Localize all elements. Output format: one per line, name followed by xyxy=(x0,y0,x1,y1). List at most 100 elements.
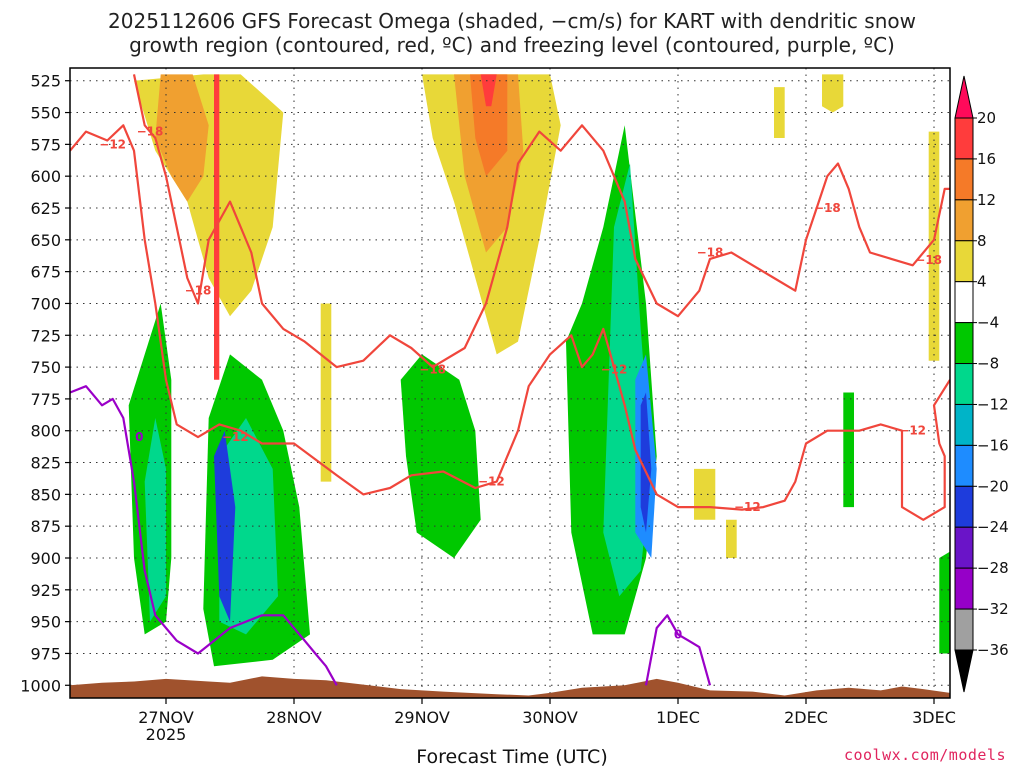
omega-upward-region xyxy=(843,392,854,508)
contour-label: −12 xyxy=(734,500,761,514)
contour-label: −12 xyxy=(601,363,628,377)
y-tick-label: 650 xyxy=(30,231,61,250)
y-tick-label: 625 xyxy=(30,199,61,218)
y-tick-label: 575 xyxy=(30,135,61,154)
contour-label: −18 xyxy=(814,201,841,215)
y-tick-label: 725 xyxy=(30,326,61,345)
omega-downward-region xyxy=(928,131,940,361)
freezing-level-0-late-contour xyxy=(644,614,712,686)
contour-label: −18 xyxy=(697,246,724,260)
colorbar-label: 12 xyxy=(977,191,996,209)
y-tick-label: 925 xyxy=(30,581,61,600)
contour-label: 0 xyxy=(135,430,143,444)
omega-downward-region xyxy=(155,74,209,202)
x-tick-label: 3DEC xyxy=(912,708,956,727)
omega-upward-region xyxy=(144,418,166,622)
colorbar-label: −28 xyxy=(977,559,1009,577)
colorbar-label: −8 xyxy=(977,355,999,373)
y-tick-label: 675 xyxy=(30,263,61,282)
contour-label: 0 xyxy=(674,627,682,641)
contour-label: −12 xyxy=(899,424,926,438)
y-tick-label: 950 xyxy=(30,613,61,632)
x-tick-label: 1DEC xyxy=(656,708,700,727)
colorbar-swatch xyxy=(954,117,974,160)
y-tick-label: 550 xyxy=(30,104,61,123)
omega-downward-region xyxy=(726,519,737,558)
colorbar-label: 16 xyxy=(977,150,996,168)
contour-label: −18 xyxy=(137,125,164,139)
omega-downward-region xyxy=(480,74,497,107)
colorbar-label: −36 xyxy=(977,641,1009,659)
x-tick-year-label: 2025 xyxy=(146,725,187,744)
contour-label: −18 xyxy=(185,284,212,298)
colorbar-swatch xyxy=(954,199,974,242)
y-tick-label: 875 xyxy=(30,517,61,536)
omega-upward-region xyxy=(939,551,950,654)
freezing-level-0-contour xyxy=(70,385,338,686)
plot-frame xyxy=(69,67,951,699)
omega-upward-region xyxy=(219,418,278,635)
x-axis-title: Forecast Time (UTC) xyxy=(416,746,608,768)
colorbar-label: 4 xyxy=(977,273,987,291)
x-tick-label: 2DEC xyxy=(784,708,828,727)
y-tick-label: 1000 xyxy=(20,676,61,695)
x-tick-label: 27NOV xyxy=(138,708,194,727)
contour-label: −18 xyxy=(915,253,942,267)
x-tick-label: 28NOV xyxy=(266,708,322,727)
y-tick-label: 775 xyxy=(30,390,61,409)
y-tick-label: 975 xyxy=(30,644,61,663)
omega-upward-region xyxy=(214,430,236,622)
omega-downward-region xyxy=(470,74,508,177)
colorbar-swatch xyxy=(954,403,974,446)
colorbar-label: 20 xyxy=(977,109,996,127)
colorbar-swatch xyxy=(954,158,974,201)
colorbar-label: −20 xyxy=(977,477,1009,495)
colorbar-top-arrow xyxy=(954,75,974,119)
colorbar-swatch xyxy=(954,363,974,405)
colorbar-label: −16 xyxy=(977,436,1009,454)
x-tick-label: 29NOV xyxy=(394,708,450,727)
colorbar-swatch xyxy=(954,567,974,610)
y-tick-label: 600 xyxy=(30,167,61,186)
colorbar-swatch xyxy=(954,240,974,283)
omega-upward-region xyxy=(640,392,652,533)
dgz-minus-18-contour xyxy=(132,74,950,369)
dgz-minus-12-contour xyxy=(70,124,950,521)
axis-layer: 525 550 575 600 625 650 675 700 725 750 775 800 825 8… xyxy=(20,67,956,744)
colorbar-swatch xyxy=(954,444,974,487)
omega-upward-region xyxy=(400,354,481,558)
y-tick-label: 825 xyxy=(30,454,61,473)
colorbar-swatch xyxy=(954,281,974,324)
colorbar-swatch xyxy=(954,322,974,365)
colorbar-swatch xyxy=(954,526,974,569)
colorbar-label: −4 xyxy=(977,314,999,332)
site-credit: coolwx.com/models xyxy=(843,746,1006,764)
y-tick-label: 900 xyxy=(30,549,61,568)
colorbar-label: −12 xyxy=(977,395,1009,413)
chart-title-line-2: growth region (contoured, red, ºC) and f… xyxy=(129,33,895,57)
colorbar-swatch xyxy=(954,485,974,528)
contour-label: −12 xyxy=(99,137,126,151)
y-tick-label: 525 xyxy=(30,72,61,91)
terrain-surface xyxy=(70,676,950,698)
y-tick-label: 850 xyxy=(30,485,61,504)
chart-title-line-1: 2025112606 GFS Forecast Omega (shaded, −… xyxy=(108,9,916,33)
y-tick-label: 700 xyxy=(30,294,61,313)
colorbar-swatch xyxy=(954,608,974,651)
colorbar-bottom-arrow xyxy=(954,649,974,693)
contour-layer: −12 −18 −18 −12 −18 −12 −12 −18 −12 −18 −12 −18 0 0 xyxy=(70,74,950,686)
colorbar-label: 8 xyxy=(977,232,987,250)
omega-downward-region xyxy=(320,303,332,482)
y-tick-label: 750 xyxy=(30,358,61,377)
contour-label: −12 xyxy=(222,430,249,444)
omega-downward-region xyxy=(822,74,844,113)
contour-label: −18 xyxy=(419,363,446,377)
contour-label: −12 xyxy=(478,475,505,489)
colorbar-label: −24 xyxy=(977,518,1009,536)
x-tick-label: 30NOV xyxy=(522,708,578,727)
colorbar: 20 16 12 8 4 −4 −8 −12 −16 −20 −24 −28 −32 −36 xyxy=(954,75,1009,693)
omega-downward-region xyxy=(694,468,716,520)
colorbar-label: −32 xyxy=(977,600,1009,618)
terrain-layer xyxy=(70,676,950,698)
